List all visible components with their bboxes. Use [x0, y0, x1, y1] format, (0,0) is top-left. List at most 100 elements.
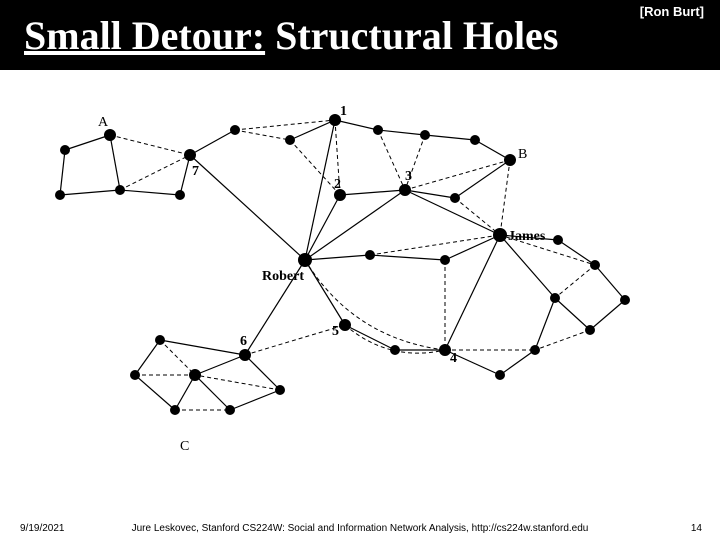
network-edge: [135, 340, 160, 375]
network-edge: [378, 130, 405, 190]
network-node: [495, 370, 505, 380]
network-edge: [190, 155, 305, 260]
network-edge: [590, 300, 625, 330]
network-diagram: A 7 1 B 2 3 Robert James 5 4 6 C: [0, 80, 720, 510]
node-label: 5: [332, 324, 339, 339]
network-edge: [500, 160, 510, 235]
network-edge: [535, 298, 555, 350]
network-node: [60, 145, 70, 155]
network-node: [390, 345, 400, 355]
node-label: B: [518, 147, 527, 162]
network-edge: [475, 140, 510, 160]
network-edge: [135, 375, 175, 410]
network-edge: [305, 260, 345, 325]
network-node: [470, 135, 480, 145]
network-node: [440, 255, 450, 265]
network-node: [450, 193, 460, 203]
slide-title: Small Detour: Structural Holes: [24, 12, 558, 59]
network-edge: [235, 120, 335, 130]
network-edge: [195, 355, 245, 375]
node-label: 1: [340, 104, 347, 119]
network-node: [420, 130, 430, 140]
network-edge: [175, 375, 195, 410]
title-rest: Structural Holes: [265, 13, 558, 58]
network-edge: [425, 135, 475, 140]
network-edge: [235, 130, 290, 140]
network-edge: [65, 135, 110, 150]
network-node: [104, 129, 116, 141]
network-node: [225, 405, 235, 415]
network-edge: [370, 235, 500, 255]
network-node: [175, 190, 185, 200]
slide-header: [Ron Burt] Small Detour: Structural Hole…: [0, 0, 720, 70]
network-edge: [500, 350, 535, 375]
node-label: 7: [192, 164, 199, 179]
title-underlined: Small Detour:: [24, 13, 265, 58]
network-node: [585, 325, 595, 335]
network-node: [184, 149, 196, 161]
network-edge: [340, 190, 405, 195]
network-edge: [405, 160, 510, 190]
network-edge: [445, 235, 500, 260]
node-label: Robert: [262, 269, 304, 284]
network-edge: [345, 325, 395, 350]
network-node: [115, 185, 125, 195]
node-label: 2: [334, 177, 341, 192]
network-edge: [305, 255, 370, 260]
network-edge: [595, 265, 625, 300]
network-edge: [535, 330, 590, 350]
node-label: James: [508, 229, 546, 244]
network-edge: [378, 130, 425, 135]
network-node: [493, 228, 507, 242]
network-edge: [555, 265, 595, 298]
network-edge: [60, 150, 65, 195]
node-label: 4: [450, 351, 457, 366]
network-node: [620, 295, 630, 305]
network-node: [550, 293, 560, 303]
network-edge: [335, 120, 378, 130]
node-label: 6: [240, 334, 247, 349]
network-node: [298, 253, 312, 267]
network-edge: [445, 235, 500, 350]
network-edge: [305, 195, 340, 260]
network-node: [553, 235, 563, 245]
network-node: [189, 369, 201, 381]
network-edge: [160, 340, 245, 355]
network-node: [504, 154, 516, 166]
node-label: 3: [405, 169, 412, 184]
network-edge: [180, 155, 190, 195]
network-edge: [290, 120, 335, 140]
network-edge: [500, 235, 555, 298]
network-edge: [290, 140, 340, 195]
network-node: [339, 319, 351, 331]
network-node: [590, 260, 600, 270]
network-node: [155, 335, 165, 345]
node-label: C: [180, 439, 189, 454]
network-edge: [120, 190, 180, 195]
network-svg: A 7 1 B 2 3 Robert James 5 4 6 C: [0, 80, 720, 510]
network-node: [230, 125, 240, 135]
footer-page-number: 14: [691, 523, 702, 534]
network-edge: [558, 240, 595, 265]
network-edge: [110, 135, 120, 190]
network-edge: [190, 130, 235, 155]
network-edge: [230, 390, 280, 410]
node-label: A: [98, 115, 109, 130]
network-edge: [120, 155, 190, 190]
attribution-text: [Ron Burt]: [640, 4, 704, 19]
network-edge: [305, 190, 405, 260]
network-edge: [370, 255, 445, 260]
network-node: [275, 385, 285, 395]
network-node: [285, 135, 295, 145]
network-node: [399, 184, 411, 196]
network-edge: [555, 298, 590, 330]
network-edge: [455, 160, 510, 198]
slide-footer: 9/19/2021 Jure Leskovec, Stanford CS224W…: [0, 514, 720, 534]
network-edge: [60, 190, 120, 195]
network-edge: [110, 135, 190, 155]
network-edge: [245, 325, 345, 355]
network-node: [55, 190, 65, 200]
network-node: [239, 349, 251, 361]
network-node: [170, 405, 180, 415]
network-node: [373, 125, 383, 135]
